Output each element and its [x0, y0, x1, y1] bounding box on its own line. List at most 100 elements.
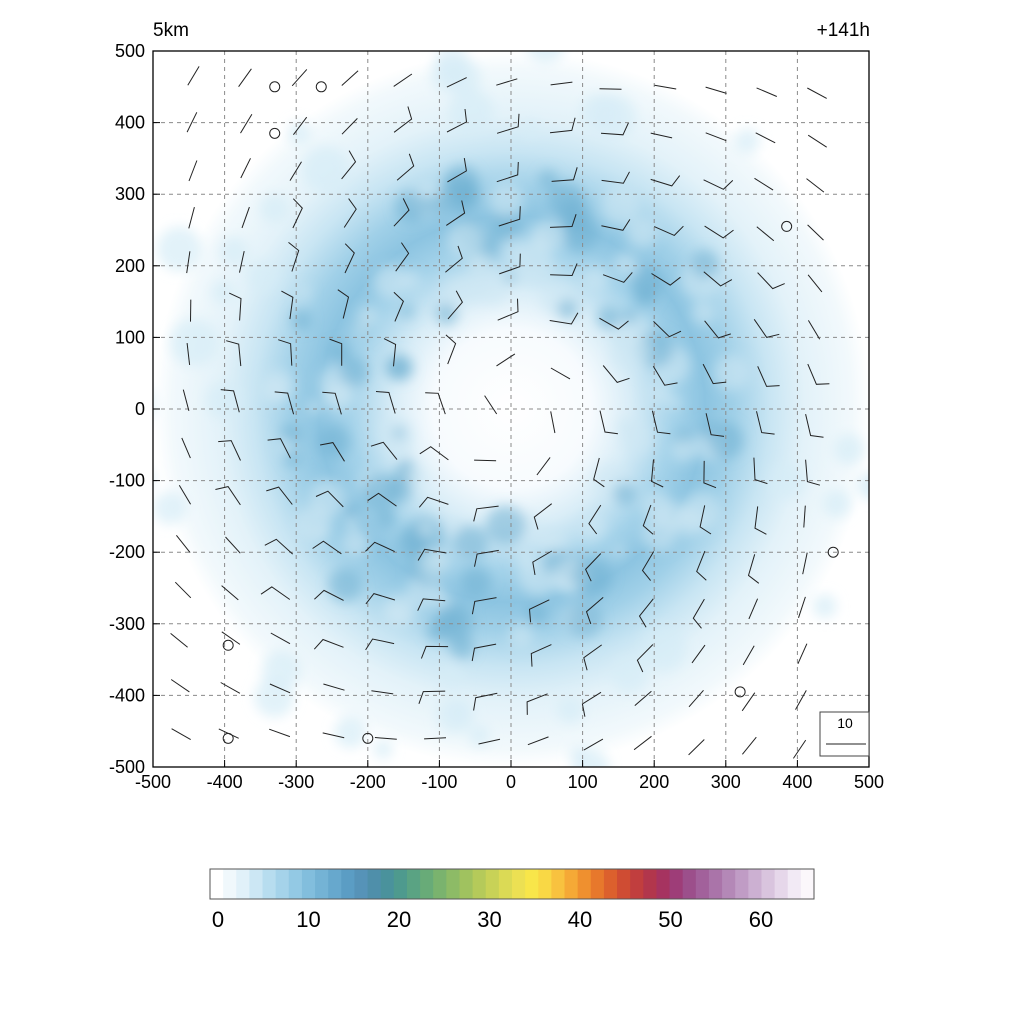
wind-barb: [473, 505, 499, 522]
wind-barb: [312, 540, 342, 555]
wind-barb: [240, 114, 253, 134]
field-blob: [434, 592, 451, 608]
wind-barb: [753, 319, 780, 338]
wind-barb: [807, 87, 827, 99]
field-blob: [294, 506, 332, 543]
wind-barb: [274, 391, 295, 415]
field-blob: [610, 333, 650, 373]
colorbar-swatch: [367, 869, 382, 899]
colorbar-swatch: [617, 869, 631, 899]
wind-barb: [498, 206, 521, 227]
colorbar-swatch: [433, 869, 447, 899]
field-blob: [318, 425, 351, 458]
colorbar-swatch: [748, 869, 763, 899]
field-blob: [490, 210, 522, 242]
wind-barb: [533, 503, 553, 530]
colorbar-swatch: [656, 869, 671, 899]
wind-barb: [395, 242, 410, 272]
field-blob-outer: [170, 318, 218, 367]
field-blob: [613, 251, 639, 278]
calm-marker: [781, 220, 793, 232]
wind-barb: [292, 198, 303, 229]
field-blob: [435, 302, 458, 326]
colorbar-swatch: [761, 869, 776, 899]
wind-barb: [704, 320, 731, 339]
field-blob: [557, 298, 578, 320]
wind-barb: [215, 486, 241, 506]
reference-vector-box: 10: [819, 711, 870, 757]
colorbar-swatch: [459, 869, 474, 899]
wind-barb: [600, 122, 629, 136]
wind-barb: [803, 505, 806, 528]
y-tick-label: -500: [109, 757, 145, 777]
wind-barb: [705, 132, 727, 142]
field-blob: [447, 222, 484, 259]
field-blob: [400, 304, 414, 319]
wind-barb: [375, 391, 396, 414]
x-tick-label: 0: [506, 772, 516, 792]
wind-barb: [741, 692, 756, 712]
wind-barb: [599, 317, 629, 330]
wind-barb: [792, 739, 807, 759]
wind-barb: [218, 440, 241, 461]
top-left-label: 5km: [153, 20, 189, 41]
wind-barb: [536, 457, 551, 476]
wind-barb: [742, 736, 757, 755]
field-blob: [531, 524, 556, 548]
wind-barb: [805, 413, 824, 438]
wind-barb: [182, 389, 190, 412]
colorbar-tick-label: 60: [749, 907, 773, 932]
field-blob-outer: [468, 724, 491, 747]
field-blob: [691, 300, 716, 325]
wind-barb: [636, 644, 654, 673]
wind-barb: [753, 457, 768, 485]
field-blob: [425, 194, 446, 216]
field-blob-outer: [259, 193, 289, 224]
wind-barb: [314, 589, 344, 601]
wind-barb: [747, 554, 760, 584]
wind-barb: [393, 291, 404, 322]
wind-barb: [341, 150, 357, 180]
wind-barb: [393, 73, 413, 87]
colorbar-swatch: [210, 869, 224, 899]
field-blob: [622, 308, 638, 324]
field-blob: [560, 199, 591, 230]
y-tick-label: -400: [109, 685, 145, 705]
wind-barb: [417, 598, 446, 611]
wind-barb: [383, 338, 397, 367]
colorbar-swatch: [236, 869, 250, 899]
wind-barb: [393, 106, 413, 133]
field-blob: [666, 395, 682, 411]
wind-barb: [602, 272, 633, 283]
wind-barb: [367, 492, 397, 507]
calm-marker: [269, 127, 281, 139]
wind-barb: [601, 171, 630, 184]
wind-barb: [260, 586, 291, 600]
wind-barb: [702, 363, 727, 385]
wind-barb: [633, 735, 652, 751]
wind-barb: [293, 116, 308, 136]
x-tick-label: 300: [711, 772, 741, 792]
field-blob-outer: [579, 93, 619, 132]
x-tick-label: -300: [278, 772, 314, 792]
wind-barb: [315, 490, 344, 508]
wind-barb: [499, 253, 521, 275]
wind-barb: [374, 737, 397, 740]
x-tick-label: -200: [350, 772, 386, 792]
field-blob: [395, 191, 427, 223]
field-blob: [528, 230, 552, 254]
field-blob: [263, 369, 295, 402]
field-blob: [626, 217, 658, 248]
field-blob: [425, 621, 447, 642]
wind-barb: [650, 175, 681, 187]
wind-barb: [341, 118, 358, 135]
axis-ticks: -500 -400 -300 -200 -100 0 100 200 300 400 5005004…: [109, 41, 884, 792]
field-blob: [392, 426, 406, 440]
field-blob: [404, 466, 427, 488]
colorbar-frame: [209, 868, 815, 900]
wind-barb: [802, 552, 808, 575]
wind-barb: [652, 366, 678, 386]
wind-barb: [550, 367, 571, 380]
colorbar-swatch: [301, 869, 316, 899]
field-blob-outer: [437, 662, 464, 689]
